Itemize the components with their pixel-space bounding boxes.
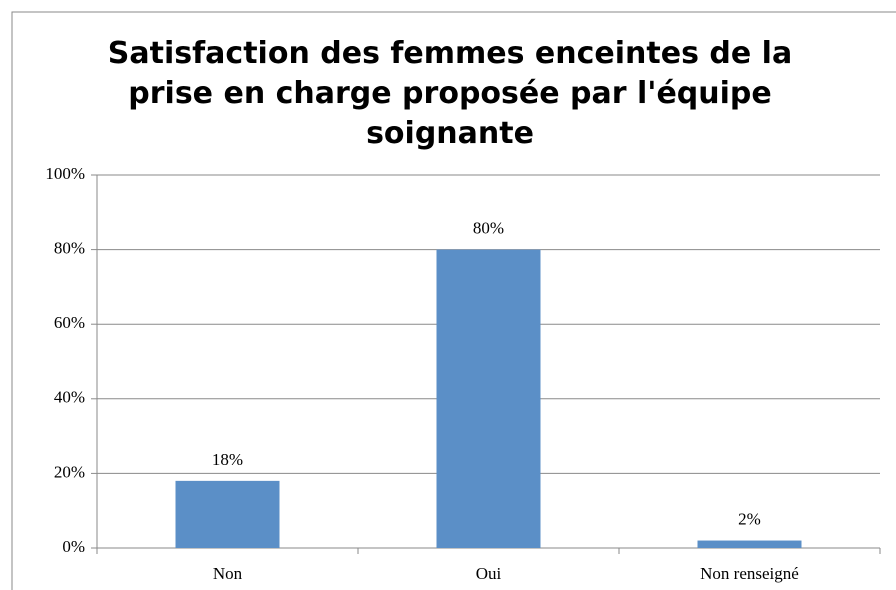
bar (175, 480, 280, 548)
y-tick-label: 20% (54, 462, 85, 481)
chart-title: Satisfaction des femmes enceintes de la … (107, 36, 793, 151)
y-tick-label: 40% (54, 388, 85, 407)
y-tick-label: 80% (54, 239, 85, 258)
bar (697, 540, 802, 548)
bar (436, 249, 541, 548)
y-tick-label: 100% (45, 164, 85, 183)
x-tick-label: Non renseigné (700, 564, 799, 583)
chart-frame (11, 11, 896, 590)
y-tick-label: 0% (62, 537, 85, 556)
x-tick-label: Non (213, 564, 243, 583)
x-tick-label: Oui (476, 564, 502, 583)
data-label: 2% (738, 509, 761, 528)
data-label: 80% (473, 219, 504, 238)
y-tick-label: 60% (54, 313, 85, 332)
data-label: 18% (212, 450, 243, 469)
